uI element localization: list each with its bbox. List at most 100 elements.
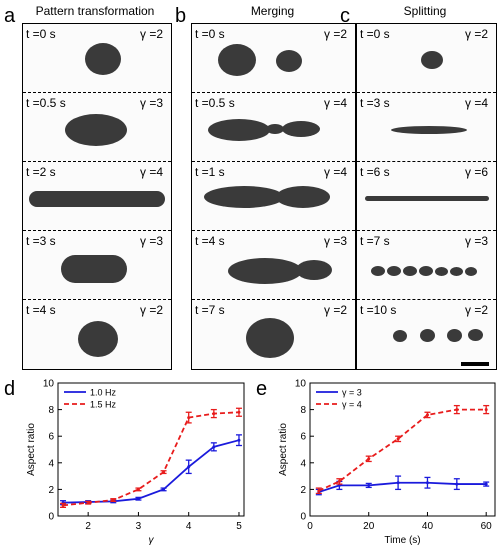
particle-swarm xyxy=(228,258,302,284)
data-point xyxy=(455,408,459,412)
particle-swarm xyxy=(371,266,385,276)
y-tick-label: 2 xyxy=(300,485,306,496)
time-label: t =10 s xyxy=(360,303,397,317)
panel-label-e: e xyxy=(256,378,268,400)
time-label: t =2 s xyxy=(26,165,56,179)
particle-swarm xyxy=(266,124,284,134)
time-label: t =1 s xyxy=(195,165,225,179)
particle-swarm xyxy=(403,266,417,276)
time-label: t =0.5 s xyxy=(195,96,235,110)
gamma-label: γ =2 xyxy=(139,303,163,317)
y-tick-label: 2 xyxy=(48,485,54,496)
series-line xyxy=(318,481,487,493)
frame-b-3: t =1 s γ =4 xyxy=(192,162,355,231)
y-axis-label: Aspect ratio xyxy=(278,423,289,476)
particle-swarm xyxy=(65,114,127,146)
gamma-label: γ =6 xyxy=(464,165,488,179)
particle-swarm xyxy=(393,330,407,342)
particle-swarm xyxy=(391,126,467,134)
series-line xyxy=(318,408,487,492)
panel-label-b: b xyxy=(175,5,187,27)
particle-swarm xyxy=(435,267,448,276)
data-point xyxy=(396,481,400,485)
frame-c-4: t =7 s γ =3 xyxy=(357,231,496,300)
particle-swarm xyxy=(465,267,477,276)
frame-b-4: t =4 s γ =3 xyxy=(192,231,355,300)
particle-swarm xyxy=(468,329,483,341)
legend-label: γ = 3 xyxy=(342,388,362,398)
frame-c-1: t =0 s γ =2 xyxy=(357,24,496,93)
gamma-label: γ =3 xyxy=(464,234,488,248)
gamma-label: γ =4 xyxy=(323,165,347,179)
data-point xyxy=(162,487,166,491)
time-label: t =3 s xyxy=(360,96,390,110)
image-column-a: t =0 s γ =2 t =0.5 s γ =3 t =2 s γ =4 t … xyxy=(22,23,172,370)
x-tick-label: 40 xyxy=(422,521,434,532)
chart-e: 0 20 40 60 0 2 4 6 8 10 Time (s) Aspect ratio γ = 3 γ… xyxy=(278,379,496,546)
gamma-label: γ =2 xyxy=(139,27,163,41)
panel-title-b: Merging xyxy=(250,4,295,18)
data-point xyxy=(136,497,140,501)
scale-bar xyxy=(461,362,489,366)
particle-swarm xyxy=(419,266,433,276)
image-column-c: t =0 s γ =2 t =3 s γ =4 t =6 s γ =6 t =7… xyxy=(356,23,497,370)
particle-swarm xyxy=(61,255,127,283)
particle-swarm xyxy=(218,44,256,76)
particle-swarm xyxy=(282,121,320,137)
frame-a-4: t =3 s γ =3 xyxy=(23,231,171,300)
data-point xyxy=(237,410,241,414)
x-tick-label: 4 xyxy=(186,521,192,532)
data-point xyxy=(367,483,371,487)
y-tick-label: 4 xyxy=(300,458,306,469)
panel-title-a: Pattern transformation xyxy=(35,4,155,18)
y-axis-label: Aspect ratio xyxy=(26,423,37,476)
data-point xyxy=(455,482,459,486)
time-label: t =4 s xyxy=(195,234,225,248)
particle-swarm xyxy=(29,191,165,207)
frame-b-2: t =0.5 s γ =4 xyxy=(192,93,355,162)
panel-label-c: c xyxy=(340,5,350,27)
frame-c-3: t =6 s γ =6 xyxy=(357,162,496,231)
legend-label: 1.5 Hz xyxy=(90,400,117,410)
data-point xyxy=(111,498,115,502)
data-point xyxy=(425,413,429,417)
particle-swarm xyxy=(85,43,121,75)
particle-swarm xyxy=(421,51,443,69)
plot-frame xyxy=(57,382,245,517)
frame-c-2: t =3 s γ =4 xyxy=(357,93,496,162)
particle-swarm xyxy=(365,196,489,201)
data-point xyxy=(136,487,140,491)
image-column-b: t =0 s γ =2 t =0.5 s γ =4 t =1 s γ =4 t … xyxy=(191,23,356,370)
data-point xyxy=(187,465,191,469)
data-point xyxy=(367,457,371,461)
data-point xyxy=(484,482,488,486)
time-label: t =3 s xyxy=(26,234,56,248)
x-tick-label: 5 xyxy=(236,521,242,532)
y-tick-label: 0 xyxy=(48,512,54,523)
chart-d: 2 3 4 5 0 2 4 6 8 10 γ Aspect ratio 1.0 Hz 1.5 Hz xyxy=(26,379,245,546)
time-label: t =4 s xyxy=(26,303,56,317)
particle-swarm xyxy=(208,119,270,141)
data-point xyxy=(61,503,65,507)
gamma-label: γ =2 xyxy=(464,303,488,317)
gamma-label: γ =3 xyxy=(323,234,347,248)
particle-swarm xyxy=(78,321,118,357)
data-point xyxy=(425,481,429,485)
data-point xyxy=(237,438,241,442)
x-axis-label: Time (s) xyxy=(384,535,420,546)
frame-a-5: t =4 s γ =2 xyxy=(23,300,171,368)
gamma-label: γ =4 xyxy=(323,96,347,110)
panel-label-a: a xyxy=(4,5,16,27)
y-tick-label: 4 xyxy=(48,458,54,469)
time-label: t =0 s xyxy=(360,27,390,41)
particle-swarm xyxy=(246,318,294,358)
y-tick-label: 8 xyxy=(48,405,54,416)
particle-swarm xyxy=(447,329,462,342)
particle-swarm xyxy=(276,186,330,208)
particle-swarm xyxy=(204,186,284,208)
data-point xyxy=(317,489,321,493)
x-tick-label: 2 xyxy=(85,521,91,532)
frame-c-5: t =10 s γ =2 xyxy=(357,300,496,368)
time-label: t =7 s xyxy=(195,303,225,317)
y-tick-label: 10 xyxy=(43,379,55,390)
